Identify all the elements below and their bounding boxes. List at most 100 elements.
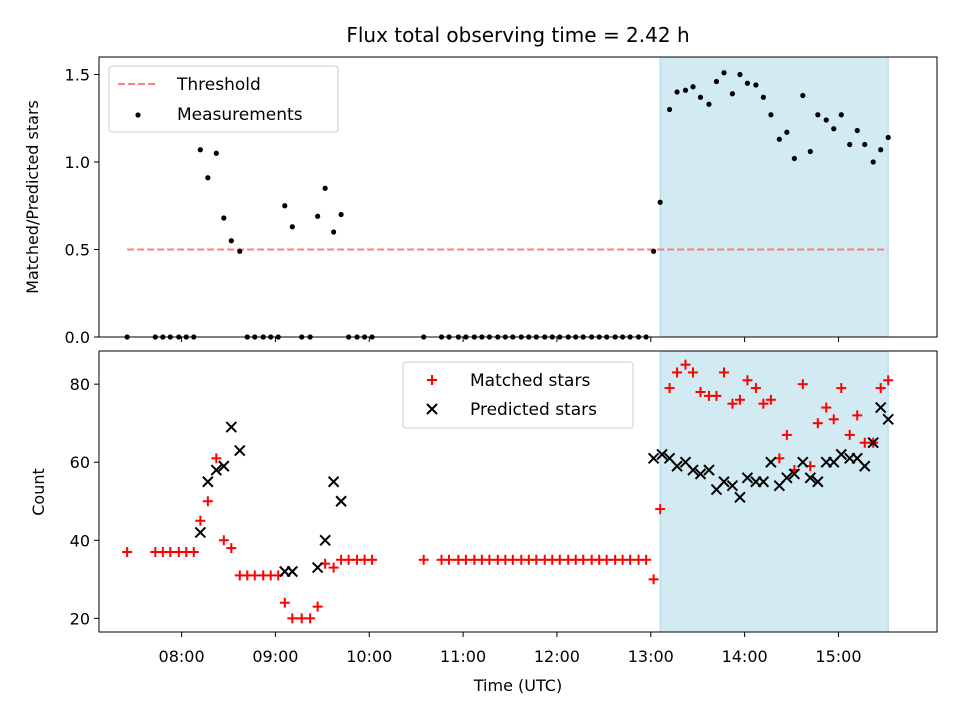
- measurement-point: [831, 126, 837, 132]
- matched-star-point: [758, 398, 769, 409]
- predicted-star-point: [327, 476, 340, 488]
- measurement-point: [878, 147, 884, 153]
- measurement-point: [682, 87, 689, 93]
- x-tick-label: 12:00: [534, 647, 580, 666]
- predicted-star-point: [703, 464, 715, 476]
- measurement-point: [784, 129, 790, 135]
- predicted-star-point: [194, 526, 207, 539]
- predicted-star-point: [225, 421, 238, 433]
- matched-star-point: [226, 543, 237, 554]
- top-axes-frame: [98, 56, 938, 338]
- matched-star-point: [859, 437, 870, 448]
- legend-measurements-swatch: [135, 112, 141, 118]
- predicted-star-point: [788, 468, 801, 480]
- measurement-point: [776, 136, 782, 142]
- shaded-observing-span: [659, 56, 889, 338]
- bottom-shaded-span: [659, 350, 889, 633]
- y-tick-label: 1.0: [65, 153, 90, 172]
- matched-star-point: [554, 554, 565, 565]
- matched-star-point: [531, 554, 542, 565]
- bottom-y-ticks: 20 40 60 80: [70, 375, 99, 628]
- measurement-point: [847, 141, 853, 148]
- bottom-legend: Matched stars Predicted stars: [402, 361, 634, 429]
- measurement-point: [221, 215, 227, 221]
- matched-star-point: [688, 367, 699, 378]
- matched-star-point: [279, 597, 290, 608]
- predicted-star-point: [734, 491, 746, 504]
- matched-star-point: [821, 402, 832, 413]
- matched-star-point: [460, 554, 471, 565]
- predicted-star-point: [335, 495, 347, 507]
- matched-star-point: [750, 383, 761, 394]
- predicted-star-point: [874, 401, 887, 414]
- measurement-point: [651, 248, 657, 254]
- top-panel: 0.0 0.5 1.0 1.5 Matched/Predicted stars Thr…: [23, 56, 938, 347]
- y-tick-label: 60: [70, 453, 90, 472]
- predicted-star-point: [835, 448, 847, 461]
- y-tick-label: 1.5: [65, 66, 90, 85]
- matched-star-point: [249, 570, 260, 581]
- matched-star-point: [836, 383, 847, 394]
- matched-star-point: [312, 601, 323, 612]
- predicted-star-point: [234, 444, 246, 457]
- measurement-point: [862, 141, 868, 148]
- legend-matched-label: Matched stars: [470, 371, 590, 391]
- measurement-point: [674, 89, 680, 95]
- x-tick-label: 08:00: [159, 647, 205, 666]
- matched-star-point: [287, 613, 298, 624]
- legend-predicted-label: Predicted stars: [470, 400, 597, 420]
- matched-star-point: [852, 410, 863, 421]
- matched-star-point: [875, 383, 886, 394]
- predicted-star-point: [656, 448, 668, 461]
- matched-star-point: [305, 613, 316, 624]
- matched-star-point: [296, 613, 307, 624]
- matched-star-point: [211, 453, 222, 464]
- matched-star-point: [195, 515, 206, 526]
- bottom-points: [122, 359, 894, 624]
- matched-star-point: [711, 390, 722, 401]
- matched-star-point: [727, 398, 738, 409]
- x-tick-label: 11:00: [440, 647, 486, 666]
- measurement-point: [197, 147, 203, 153]
- measurement-point: [760, 94, 766, 100]
- matched-star-point: [883, 375, 894, 386]
- x-tick-label: 09:00: [252, 647, 298, 666]
- measurement-point: [768, 112, 774, 118]
- matched-star-point: [765, 394, 776, 405]
- matched-star-point: [672, 367, 683, 378]
- shaded-observing-span: [659, 350, 889, 633]
- legend-measurements-label: Measurements: [177, 105, 303, 125]
- measurement-point: [289, 224, 295, 230]
- measurement-point: [854, 127, 860, 134]
- predicted-star-point: [804, 472, 817, 484]
- predicted-star-point: [311, 561, 324, 574]
- bottom-x-ticks: 08:00 09:00 10:00 11:00 12:00 13:00 14:00 15:00: [159, 632, 862, 666]
- predicted-star-point: [671, 460, 683, 472]
- y-tick-label: 80: [70, 375, 90, 394]
- top-shaded-span: [659, 56, 889, 338]
- matched-star-point: [828, 414, 839, 425]
- measurement-point: [753, 82, 759, 88]
- predicted-star-point: [286, 565, 299, 578]
- chart-title: Flux total observing time = 2.42 h: [346, 23, 689, 47]
- measurement-point: [331, 229, 337, 235]
- legend-threshold-label: Threshold: [176, 75, 261, 95]
- matched-star-point: [797, 379, 808, 390]
- matched-star-point: [812, 418, 823, 429]
- matched-star-point: [664, 383, 675, 394]
- matched-star-point: [655, 504, 666, 515]
- matched-star-point: [188, 546, 199, 557]
- y-tick-label: 0.5: [65, 241, 90, 260]
- x-axis-label: Time (UTC): [473, 676, 562, 695]
- x-tick-label: 14:00: [722, 647, 768, 666]
- predicted-star-point: [319, 534, 331, 546]
- measurement-point: [729, 91, 736, 97]
- measurement-point: [282, 203, 288, 209]
- matched-star-point: [218, 535, 229, 546]
- matched-star-point: [641, 554, 652, 565]
- top-legend: Threshold Measurements: [108, 65, 339, 133]
- measurement-point: [666, 106, 673, 113]
- measurement-point: [737, 71, 743, 78]
- matched-star-point: [507, 554, 518, 565]
